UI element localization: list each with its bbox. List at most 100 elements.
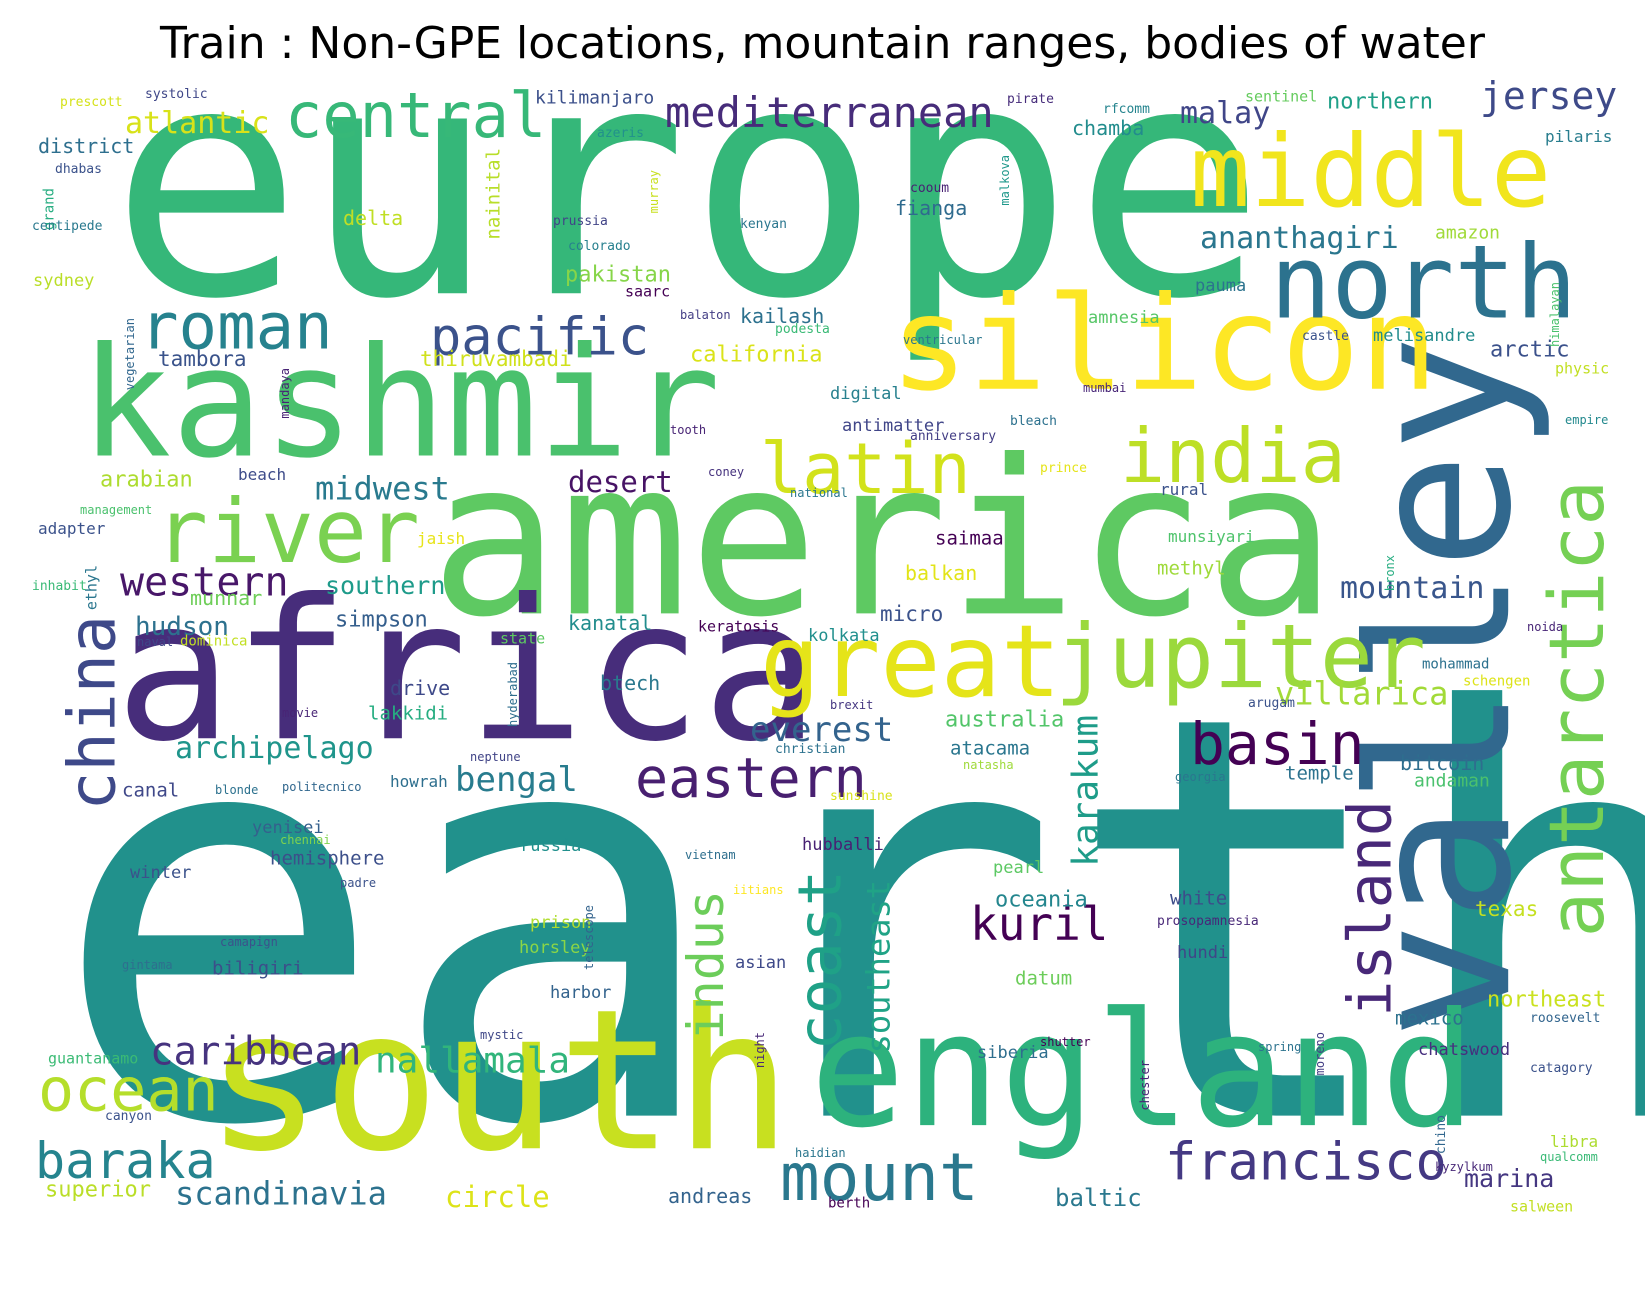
word-kilimanjaro: kilimanjaro: [535, 88, 654, 109]
word-adapter: adapter: [38, 519, 106, 538]
word-coney: coney: [708, 465, 744, 479]
word-prescott: prescott: [60, 95, 123, 110]
word-national: national: [790, 486, 848, 500]
word-caribbean: caribbean: [150, 1030, 361, 1075]
word-movie: movie: [282, 706, 318, 720]
word-natasha: natasha: [963, 758, 1014, 772]
word-munnar: munnar: [190, 586, 262, 610]
word-asian: asian: [735, 953, 786, 973]
word-south: south: [205, 967, 792, 1194]
word-winter: winter: [130, 863, 191, 883]
word-fianga: fianga: [895, 196, 967, 220]
word-atlantic: atlantic: [125, 106, 270, 141]
word-eastern: eastern: [635, 746, 867, 810]
word-silicon: silicon: [890, 268, 1438, 420]
word-mountain: mountain: [1340, 571, 1485, 606]
word-micro: micro: [880, 602, 943, 626]
word-baltic: baltic: [1055, 1184, 1142, 1212]
word-jupiter: jupiter: [1055, 605, 1426, 708]
word-delta: delta: [343, 206, 403, 230]
word-white: white: [1170, 887, 1227, 909]
word-malay: malay: [1180, 96, 1270, 131]
word-bitcoin: bitcoin: [1400, 751, 1484, 775]
word-howrah: howrah: [390, 772, 448, 791]
word-malkova: malkova: [998, 155, 1012, 206]
word-middle: middle: [1190, 113, 1551, 230]
word-pirate: pirate: [1007, 92, 1054, 107]
word-sydney: sydney: [33, 271, 94, 291]
word-southeast: southeast: [859, 880, 897, 1053]
word-rfcomm: rfcomm: [1103, 102, 1150, 117]
word-vegetarian: vegetarian: [123, 318, 137, 390]
word-arugam: arugam: [1248, 696, 1295, 711]
word-california: california: [690, 343, 822, 368]
word-iitians: iitians: [733, 883, 784, 897]
word-keratosis: keratosis: [698, 617, 779, 635]
word-camapign: camapign: [220, 935, 278, 949]
word-horsley: horsley: [519, 938, 591, 958]
word-moreno: moreno: [1313, 1032, 1327, 1075]
word-nainital: nainital: [482, 148, 504, 240]
word-chatswood: chatswood: [1418, 1040, 1510, 1060]
word-archipelago: archipelago: [175, 731, 374, 766]
word-state: state: [500, 629, 545, 647]
word-prosopamnesia: prosopamnesia: [1157, 914, 1259, 929]
word-bleach: bleach: [1010, 414, 1057, 429]
word-ananthagiri: ananthagiri: [1200, 221, 1399, 256]
word-management: management: [80, 503, 152, 517]
word-north: north: [1270, 224, 1577, 343]
word-salween: salween: [1510, 1197, 1573, 1215]
word-saimaa: saimaa: [935, 527, 1004, 549]
word-kenyan: kenyan: [740, 217, 787, 232]
word-spring: spring: [1258, 1040, 1301, 1054]
word-siberia: siberia: [977, 1043, 1049, 1063]
word-northern: northern: [1327, 90, 1433, 115]
word-earth: earth: [50, 597, 1645, 1249]
word-antimatter: antimatter: [842, 416, 944, 436]
word-mandaya: mandaya: [278, 368, 292, 419]
word-digital: digital: [830, 384, 902, 404]
word-methyl: methyl: [1157, 557, 1226, 579]
word-western: western: [120, 559, 289, 605]
word-district: district: [38, 134, 134, 158]
word-schengen: schengen: [1463, 674, 1530, 690]
word-rural: rural: [1160, 480, 1208, 499]
word-mohammad: mohammad: [1422, 657, 1489, 673]
word-lakkidi: lakkidi: [368, 702, 448, 724]
word-harbor: harbor: [550, 983, 611, 1003]
word-america: america: [430, 413, 1336, 664]
word-desert: desert: [568, 465, 673, 499]
word-gintama: gintama: [122, 958, 173, 972]
word-simpson: simpson: [335, 608, 428, 633]
word-prince: prince: [1040, 461, 1087, 476]
word-pakistan: pakistan: [565, 263, 671, 288]
word-russia: russia: [520, 836, 581, 856]
word-chester: chester: [1138, 1060, 1152, 1111]
word-himalayan: himalayan: [1548, 282, 1562, 347]
word-neptune: neptune: [470, 750, 521, 764]
word-christian: christian: [775, 742, 845, 757]
word-island: island: [1336, 800, 1406, 1017]
word-tambora: tambora: [158, 347, 247, 371]
word-china: china: [55, 615, 130, 811]
word-systolic: systolic: [145, 87, 208, 102]
word-australia: australia: [945, 708, 1064, 733]
word-sunshine: sunshine: [830, 789, 893, 804]
word-castle: castle: [1302, 329, 1349, 344]
word-arabian: arabian: [100, 468, 193, 493]
word-kuril: kuril: [970, 897, 1108, 951]
word-bengal: bengal: [455, 760, 578, 800]
word-hudson: hudson: [135, 612, 229, 642]
word-hemisphere: hemisphere: [270, 847, 384, 869]
word-vietnam: vietnam: [685, 848, 736, 862]
word-amazon: amazon: [1435, 223, 1500, 244]
word-kolkata: kolkata: [808, 626, 880, 646]
word-brexit: brexit: [830, 698, 873, 712]
word-politecnico: politecnico: [282, 780, 361, 794]
word-saarc: saarc: [625, 282, 670, 300]
word-chamba: chamba: [1072, 116, 1144, 140]
word-francisco: francisco: [1165, 1133, 1447, 1193]
word-superior: superior: [45, 1178, 151, 1203]
word-southern: southern: [325, 571, 445, 600]
word-everest: everest: [750, 710, 893, 750]
